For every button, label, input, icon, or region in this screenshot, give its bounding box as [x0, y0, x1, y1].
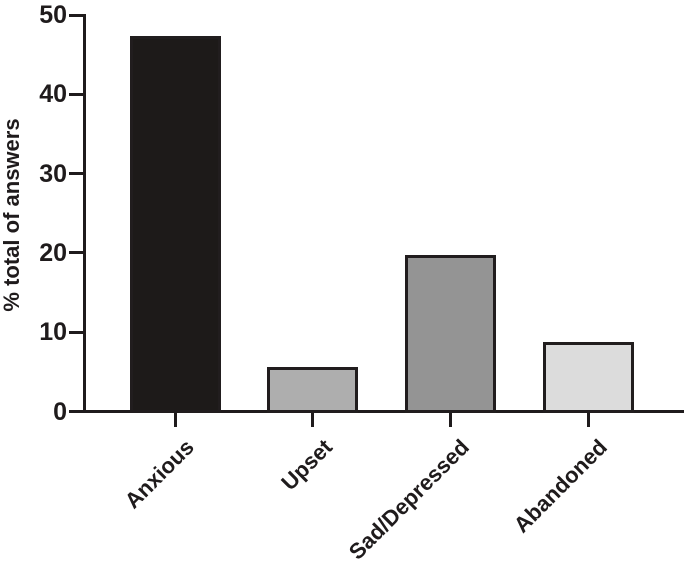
- x-tick-mark: [448, 413, 452, 427]
- bar-anxious: [129, 36, 221, 413]
- y-tick-mark: [69, 410, 83, 413]
- x-tick-label: Anxious: [119, 434, 199, 514]
- x-tick-label: Sad/Depressed: [344, 434, 475, 565]
- bar-abandoned: [542, 341, 634, 413]
- y-tick-mark: [69, 172, 83, 176]
- x-tick-label: Upset: [275, 434, 337, 496]
- x-axis-line: [83, 410, 684, 413]
- bar-sad-depressed: [404, 255, 496, 413]
- y-tick-mark: [69, 13, 83, 17]
- y-tick-label: 20: [39, 238, 67, 267]
- x-tick-mark: [586, 413, 590, 427]
- y-tick-label: 10: [39, 318, 67, 347]
- bar-upset: [267, 367, 359, 413]
- x-tick-label: Abandoned: [508, 434, 613, 538]
- y-tick-label: 30: [39, 159, 67, 188]
- y-tick-mark: [69, 330, 83, 334]
- y-tick-label: 0: [53, 397, 67, 426]
- y-tick-mark: [69, 92, 83, 96]
- y-tick-label: 50: [39, 1, 67, 29]
- x-tick-mark: [311, 413, 315, 427]
- y-axis-line: [83, 13, 86, 413]
- y-tick-label: 40: [39, 80, 67, 109]
- x-tick-mark: [173, 413, 177, 427]
- y-axis-title: % total of answers: [0, 118, 24, 312]
- y-tick-mark: [69, 251, 83, 255]
